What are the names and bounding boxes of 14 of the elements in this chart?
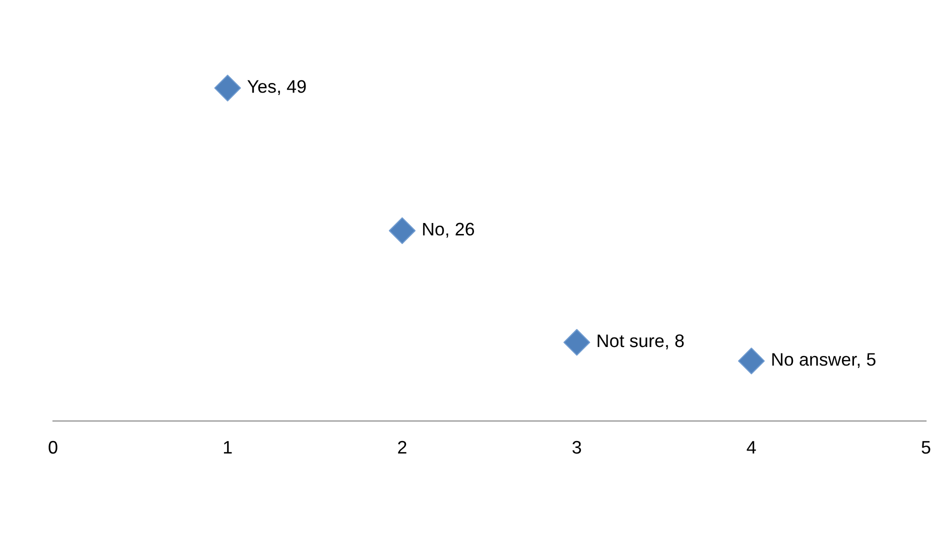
point <box>563 328 590 356</box>
x-tick-label: 0 <box>48 440 58 454</box>
x-tick-label: 3 <box>572 440 582 454</box>
x-tick-label: 2 <box>398 440 406 454</box>
point <box>738 348 765 374</box>
point <box>214 74 241 102</box>
data-label: No, 26 <box>423 222 474 238</box>
data-label: Yes, 49 <box>247 80 306 96</box>
point <box>388 217 416 244</box>
data-label: Not sure, 8 <box>598 334 684 350</box>
x-tick-label: 5 <box>922 441 930 454</box>
x-tick-label: 1 <box>224 441 232 454</box>
x-tick-label: 4 <box>746 441 756 454</box>
data-label: No answer, 5 <box>772 353 876 368</box>
